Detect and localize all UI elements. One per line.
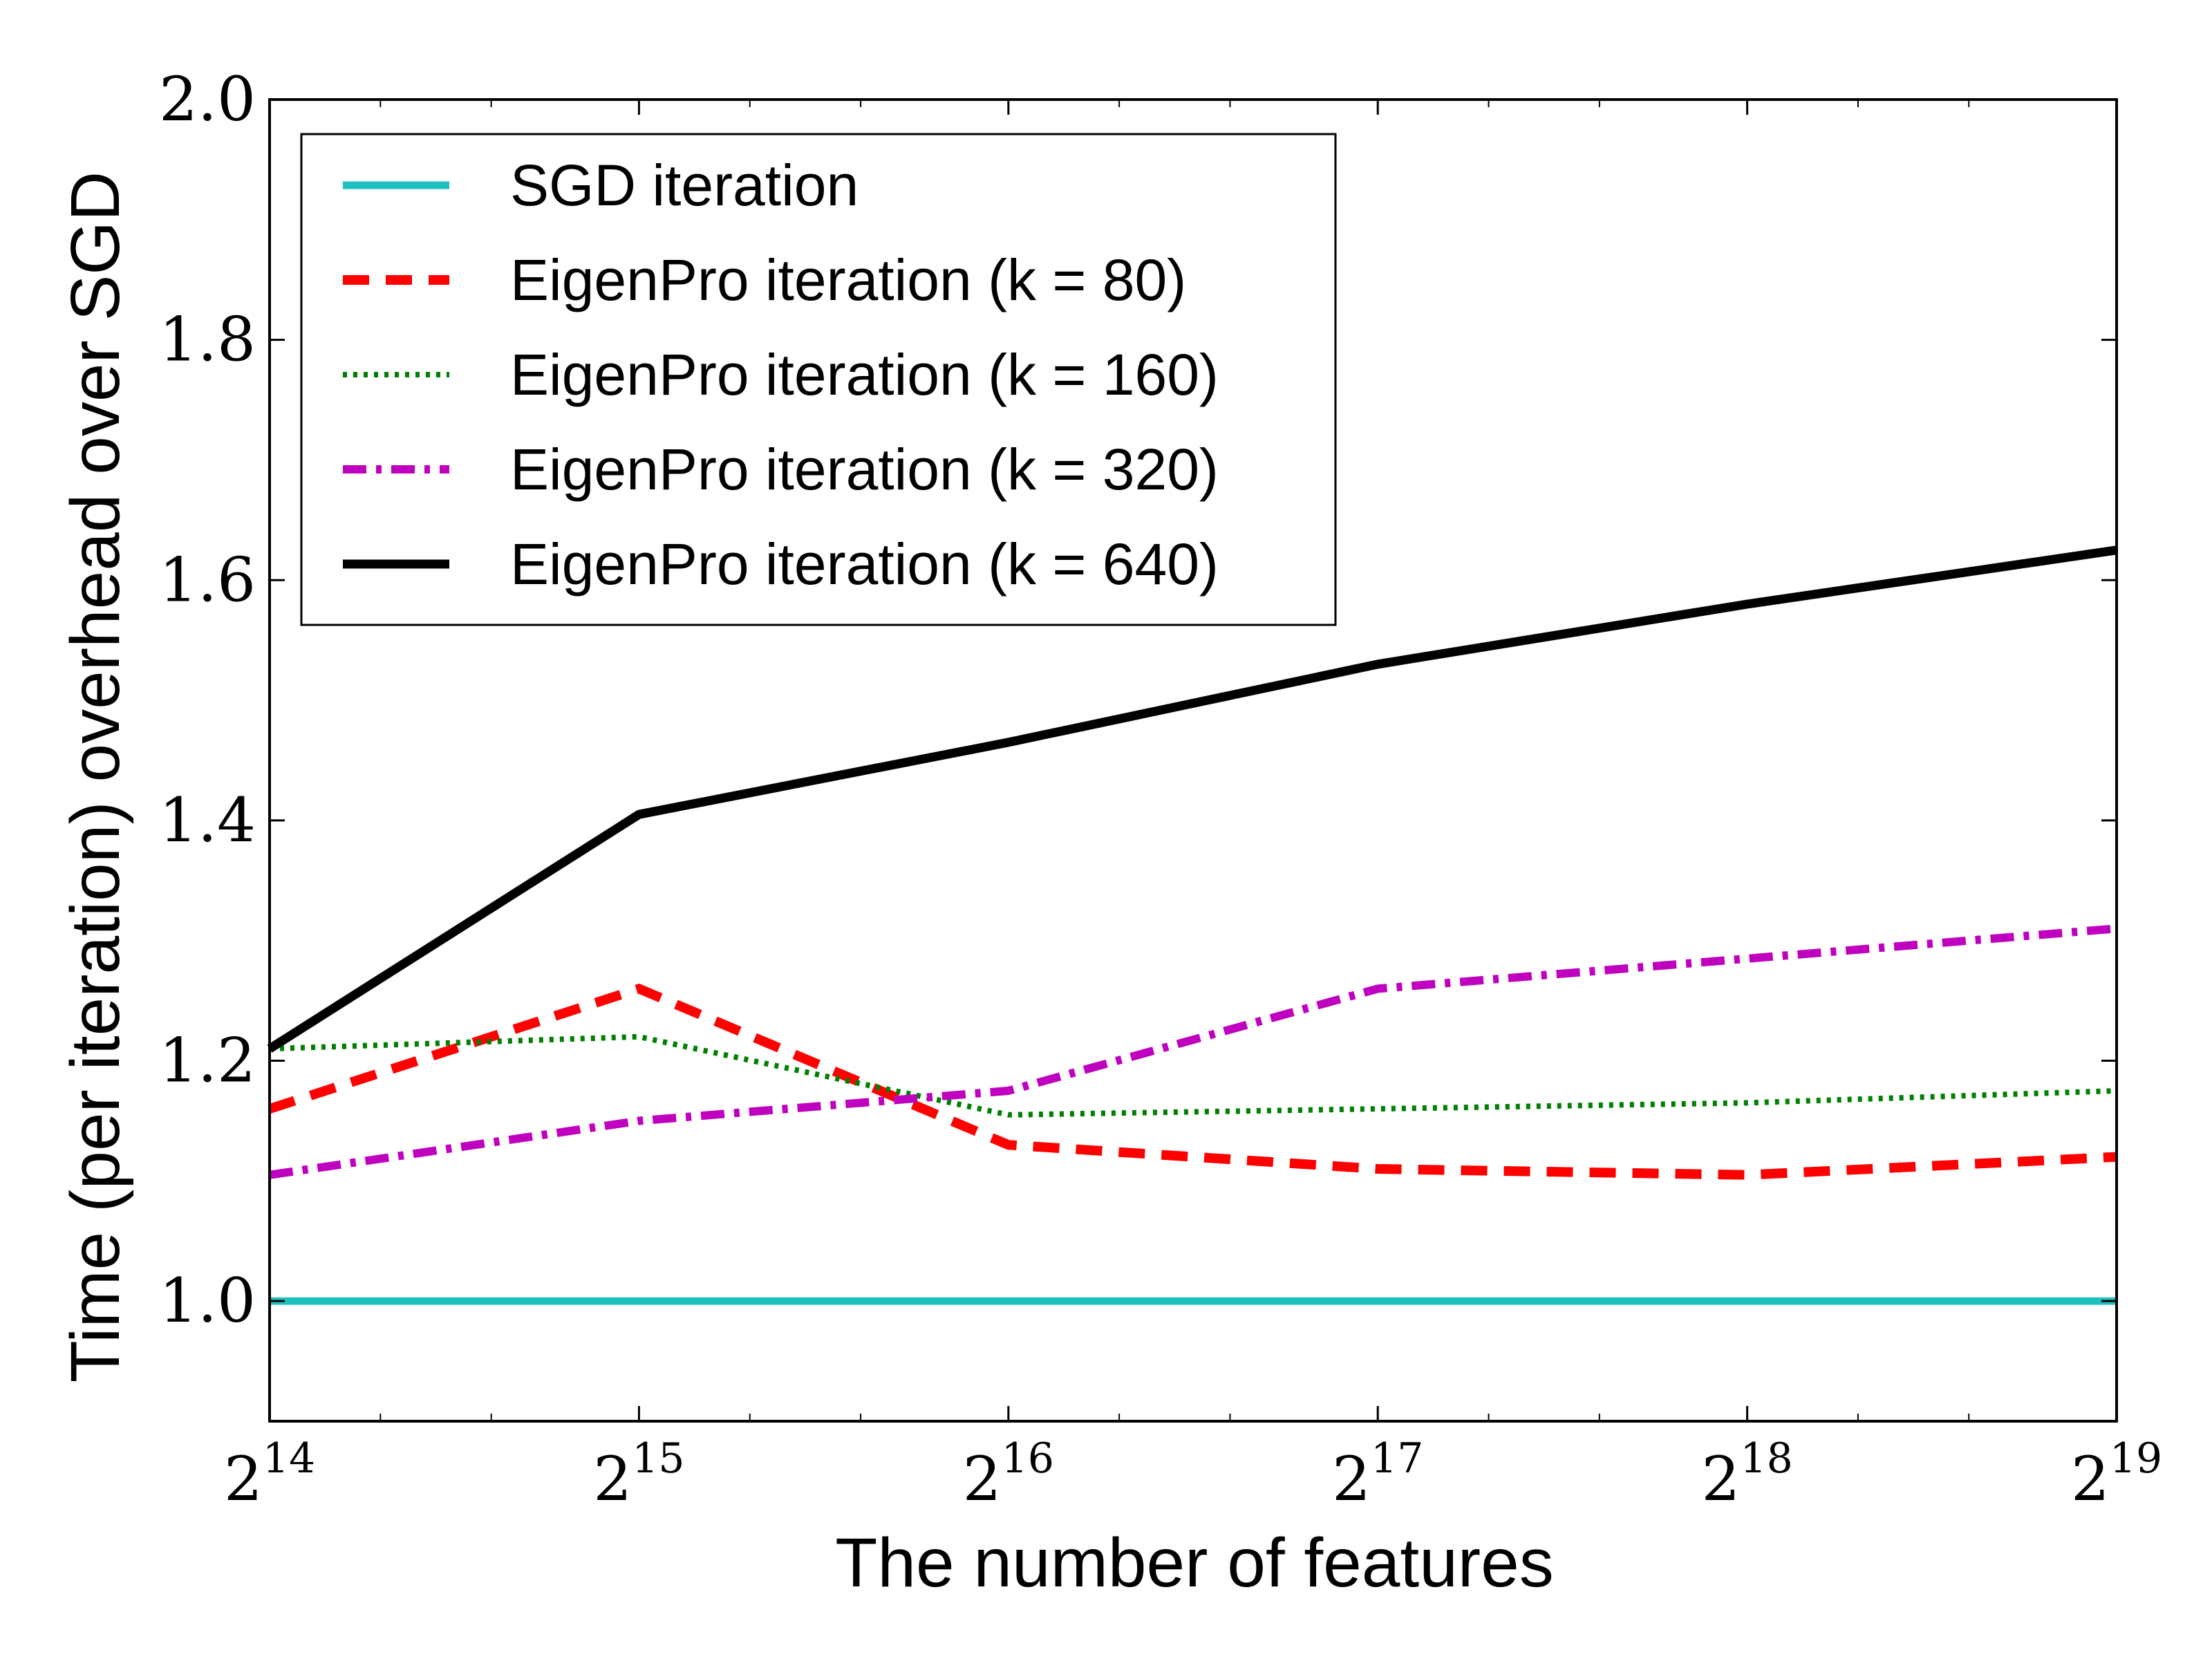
legend-label-3: EigenPro iteration (k = 320)	[510, 437, 1219, 502]
x-tick-exponent: 19	[2110, 1434, 2162, 1483]
legend-label-0: SGD iteration	[510, 153, 859, 218]
legend-label-4: EigenPro iteration (k = 640)	[510, 532, 1219, 597]
x-tick-exponent: 15	[632, 1434, 684, 1483]
x-tick-label: 215	[593, 1434, 684, 1515]
y-tick-label: 1.6	[159, 544, 256, 615]
x-tick-base: 2	[963, 1443, 1002, 1515]
x-tick-label: 216	[963, 1434, 1054, 1515]
x-tick-label: 218	[1701, 1434, 1792, 1515]
x-axis-label: The number of features	[835, 1524, 1553, 1602]
series-line-2	[270, 1037, 2117, 1115]
x-tick-label: 217	[1332, 1434, 1423, 1515]
x-tick-base: 2	[1701, 1443, 1740, 1515]
legend: SGD iteration EigenPro iteration (k = 80)…	[300, 133, 1337, 626]
y-axis-label: Time (per iteration) overhead over SGD	[57, 171, 134, 1383]
y-tick-label: 1.2	[159, 1025, 256, 1096]
series-line-1	[270, 988, 2117, 1174]
legend-box	[300, 133, 1337, 626]
x-tick-base: 2	[224, 1443, 263, 1515]
x-tick-exponent: 17	[1371, 1434, 1423, 1483]
x-tick-exponent: 14	[263, 1434, 315, 1483]
x-tick-base: 2	[1332, 1443, 1371, 1515]
plot-frame	[268, 98, 2118, 1423]
series-layer	[270, 550, 2117, 1301]
x-tick-label: 219	[2071, 1434, 2162, 1515]
x-tick-base: 2	[593, 1443, 632, 1515]
series-line-3	[270, 928, 2117, 1174]
series-line-4	[270, 550, 2117, 1049]
x-tick-exponent: 16	[1002, 1434, 1054, 1483]
y-tick-label: 1.8	[159, 304, 256, 375]
x-tick-label: 214	[224, 1434, 315, 1515]
x-tick-base: 2	[2071, 1443, 2110, 1515]
y-tick-label: 2.0	[159, 64, 256, 135]
y-tick-label: 1.4	[159, 785, 256, 856]
x-tick-exponent: 18	[1740, 1434, 1792, 1483]
legend-label-1: EigenPro iteration (k = 80)	[510, 247, 1186, 312]
legend-label-2: EigenPro iteration (k = 160)	[510, 342, 1219, 407]
y-tick-label: 1.0	[159, 1265, 256, 1336]
